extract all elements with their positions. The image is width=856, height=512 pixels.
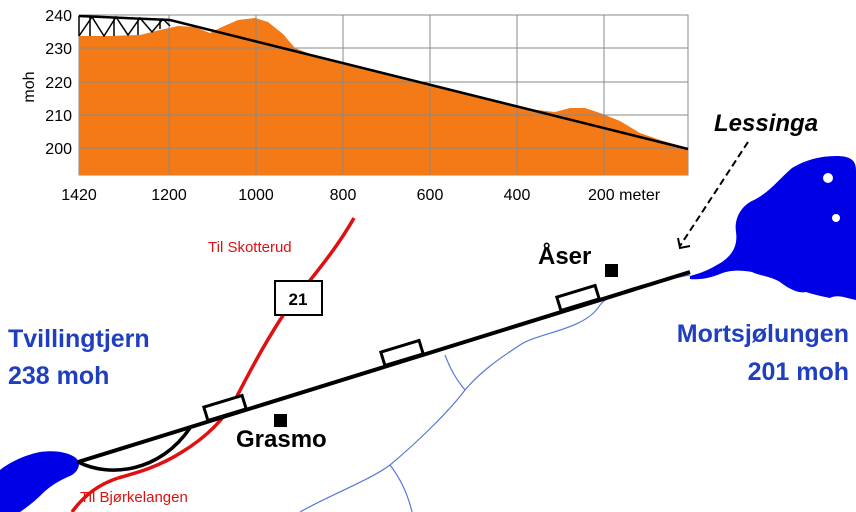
y-tick-210: 210 (45, 108, 72, 125)
roads (70, 217, 356, 512)
y-axis-label: moh (21, 71, 38, 102)
label-til-bjorkelangen: Til Bjørkelangen (80, 489, 188, 506)
label-lessinga: Lessinga (714, 110, 818, 137)
map: 21 Til Skotterud Til Bjørkelangen Tvilli… (0, 110, 856, 512)
y-tick-220: 220 (45, 75, 72, 92)
aqueduct-truss (78, 15, 171, 38)
bridges (201, 283, 602, 423)
lake-tvillingtjern (0, 451, 79, 512)
lake-island-2 (832, 214, 840, 222)
label-mortsjolungen: Mortsjølungen (677, 320, 849, 348)
road-21-sign (274, 280, 323, 316)
x-tick-800: 800 (330, 187, 357, 204)
label-mortsjolungen-elevation: 201 moh (748, 358, 849, 386)
y-tick-230: 230 (45, 41, 72, 58)
lessinga-arrowhead (677, 237, 691, 250)
lake-island-1 (823, 173, 833, 183)
road-south (70, 476, 119, 512)
x-tick-1200: 1200 (151, 187, 187, 204)
lake-mortsjolungen (690, 156, 856, 300)
aser-marker (605, 264, 618, 277)
label-til-skotterud: Til Skotterud (208, 239, 292, 256)
terrain-area (79, 18, 688, 175)
x-tick-200-meter: 200 meter (588, 187, 661, 204)
stream-branch-north (444, 354, 466, 391)
y-tick-240: 240 (45, 8, 72, 25)
stream-main (299, 274, 691, 512)
road-21-number: 21 (289, 290, 308, 309)
stream-branch-south (389, 464, 413, 512)
label-grasmo: Grasmo (236, 426, 327, 453)
label-tvillingtjern-elevation: 238 moh (8, 362, 109, 390)
x-tick-1420: 1420 (61, 187, 97, 204)
profile-grid (79, 15, 688, 175)
canal-bypass-curve (77, 427, 192, 472)
lessinga-pointer (679, 141, 749, 247)
x-tick-1000: 1000 (238, 187, 274, 204)
label-tvillingtjern: Tvillingtjern (8, 325, 150, 353)
bridge-aser (554, 283, 602, 313)
y-tick-200: 200 (45, 141, 72, 158)
x-tick-600: 600 (417, 187, 444, 204)
elevation-profile: 240 230 220 210 200 moh 1420 1200 1000 8… (21, 8, 689, 204)
label-aser: Åser (538, 242, 591, 270)
grasmo-marker (274, 414, 287, 427)
bridge-middle (378, 338, 426, 368)
bridge-road-21 (201, 393, 249, 423)
x-tick-400: 400 (504, 187, 531, 204)
streams (299, 274, 691, 512)
